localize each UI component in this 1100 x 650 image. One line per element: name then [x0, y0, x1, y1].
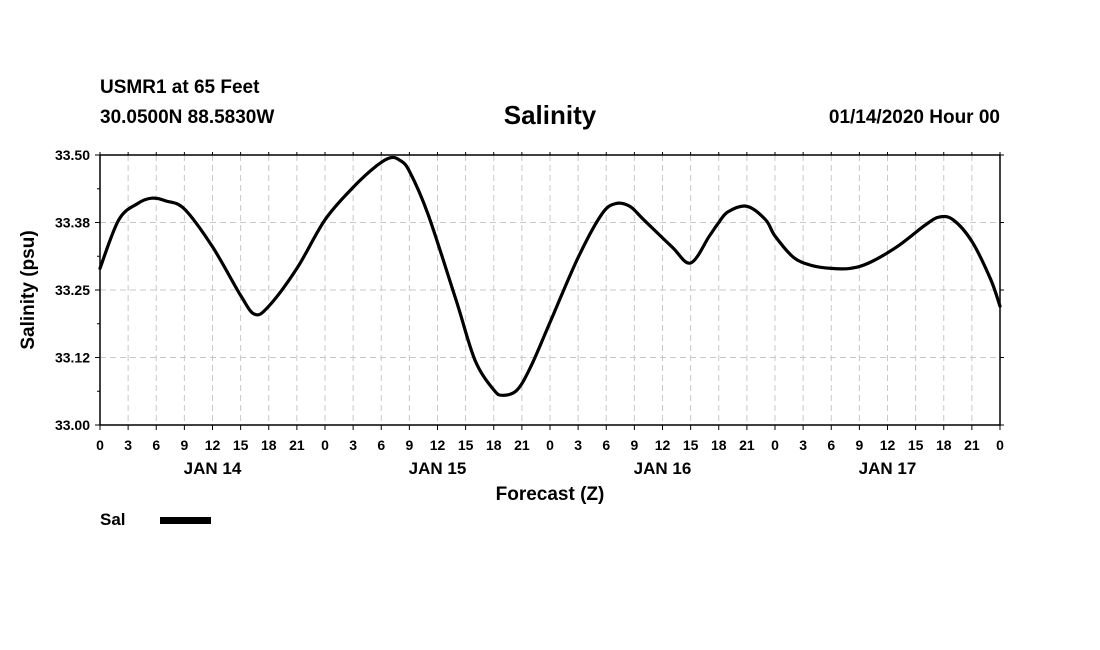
y-tick-label: 33.00 [55, 417, 90, 433]
x-tick-label: 3 [124, 437, 132, 453]
x-tick-label: 18 [261, 437, 277, 453]
y-tick-label: 33.25 [55, 282, 90, 298]
x-tick-label: 15 [458, 437, 474, 453]
legend: Sal [100, 510, 211, 530]
x-tick-label: 0 [321, 437, 329, 453]
x-tick-label: 12 [205, 437, 221, 453]
chart-title: Salinity [503, 100, 597, 130]
x-tick-label: 12 [430, 437, 446, 453]
x-tick-label: 18 [711, 437, 727, 453]
x-tick-label: 0 [996, 437, 1004, 453]
coordinates-label: 30.0500N 88.5830W [100, 107, 275, 128]
date-label: JAN 15 [409, 459, 467, 478]
date-label: JAN 16 [634, 459, 692, 478]
x-tick-label: 21 [514, 437, 530, 453]
x-axis-label: Forecast (Z) [496, 484, 605, 505]
axes: 0 3 6 9 12 15 18 21 0 3 6 9 12 15 18 21 0 3 6 9 12 15 18 21 0 3 6 9… [55, 147, 1004, 478]
y-tick-label: 33.50 [55, 147, 90, 163]
grid [100, 155, 1000, 425]
x-tick-label: 3 [574, 437, 582, 453]
x-tick-label: 6 [152, 437, 160, 453]
series-line-sal [98, 155, 1002, 397]
x-tick-label: 9 [405, 437, 413, 453]
x-tick-label: 9 [855, 437, 863, 453]
x-tick-label: 18 [936, 437, 952, 453]
legend-label-sal: Sal [100, 510, 126, 529]
y-tick-label: 33.12 [55, 350, 90, 366]
x-tick-label: 12 [880, 437, 896, 453]
series-layer [98, 155, 1002, 397]
x-tick-label: 15 [683, 437, 699, 453]
x-tick-label: 9 [630, 437, 638, 453]
x-tick-label: 6 [827, 437, 835, 453]
x-tick-label: 18 [486, 437, 502, 453]
date-label: JAN 17 [859, 459, 917, 478]
y-tick-label: 33.38 [55, 215, 90, 231]
x-tick-label: 0 [96, 437, 104, 453]
station-label: USMR1 at 65 Feet [100, 77, 260, 98]
x-tick-label: 3 [349, 437, 357, 453]
x-tick-label: 6 [602, 437, 610, 453]
x-tick-label: 15 [233, 437, 249, 453]
date-label: JAN 14 [184, 459, 242, 478]
x-tick-label: 3 [799, 437, 807, 453]
y-axis-label: Salinity (psu) [18, 230, 39, 349]
x-tick-label: 21 [739, 437, 755, 453]
legend-swatch-sal [159, 516, 211, 524]
x-tick-label: 21 [964, 437, 980, 453]
x-tick-label: 9 [180, 437, 188, 453]
x-tick-label: 6 [377, 437, 385, 453]
run-time-label: 01/14/2020 Hour 00 [828, 107, 1000, 128]
x-tick-label: 12 [655, 437, 671, 453]
x-tick-label: 21 [289, 437, 305, 453]
x-tick-label: 0 [771, 437, 779, 453]
x-tick-label: 0 [546, 437, 554, 453]
x-tick-label: 15 [908, 437, 924, 453]
